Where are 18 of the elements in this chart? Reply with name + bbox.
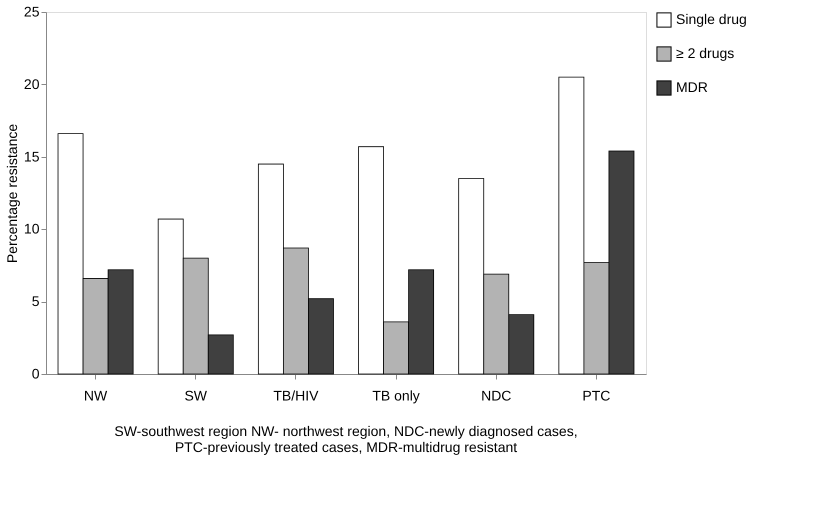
- y-tick-label: 15: [24, 148, 40, 164]
- text: PTC-previously treated cases, MDR-multidrug resistant: [174, 439, 518, 455]
- x-tick-label: NW: [84, 388, 108, 404]
- legend-label: ≥ 2 drugs: [676, 45, 734, 61]
- y-tick-label: 25: [24, 4, 40, 20]
- y-tick-label: 5: [32, 293, 40, 310]
- legend-label: Single drug: [676, 11, 747, 27]
- x-tick-label: TB/HIV: [273, 388, 320, 404]
- y-tick-label: 20: [24, 76, 40, 92]
- y-tick-label: 0: [32, 366, 40, 382]
- x-tick-label: NDC: [481, 388, 512, 404]
- x-tick-label: PTC: [582, 388, 610, 404]
- y-axis-title: Percentage resistance: [4, 124, 20, 264]
- x-tick-label: SW: [184, 388, 208, 404]
- x-tick-label: TB only: [372, 388, 420, 404]
- text: SW-southwest region NW- northwest region, NDC-newly diagnosed cases,: [114, 423, 578, 439]
- y-tick-label: 10: [24, 220, 40, 237]
- legend-label: MDR: [676, 79, 708, 95]
